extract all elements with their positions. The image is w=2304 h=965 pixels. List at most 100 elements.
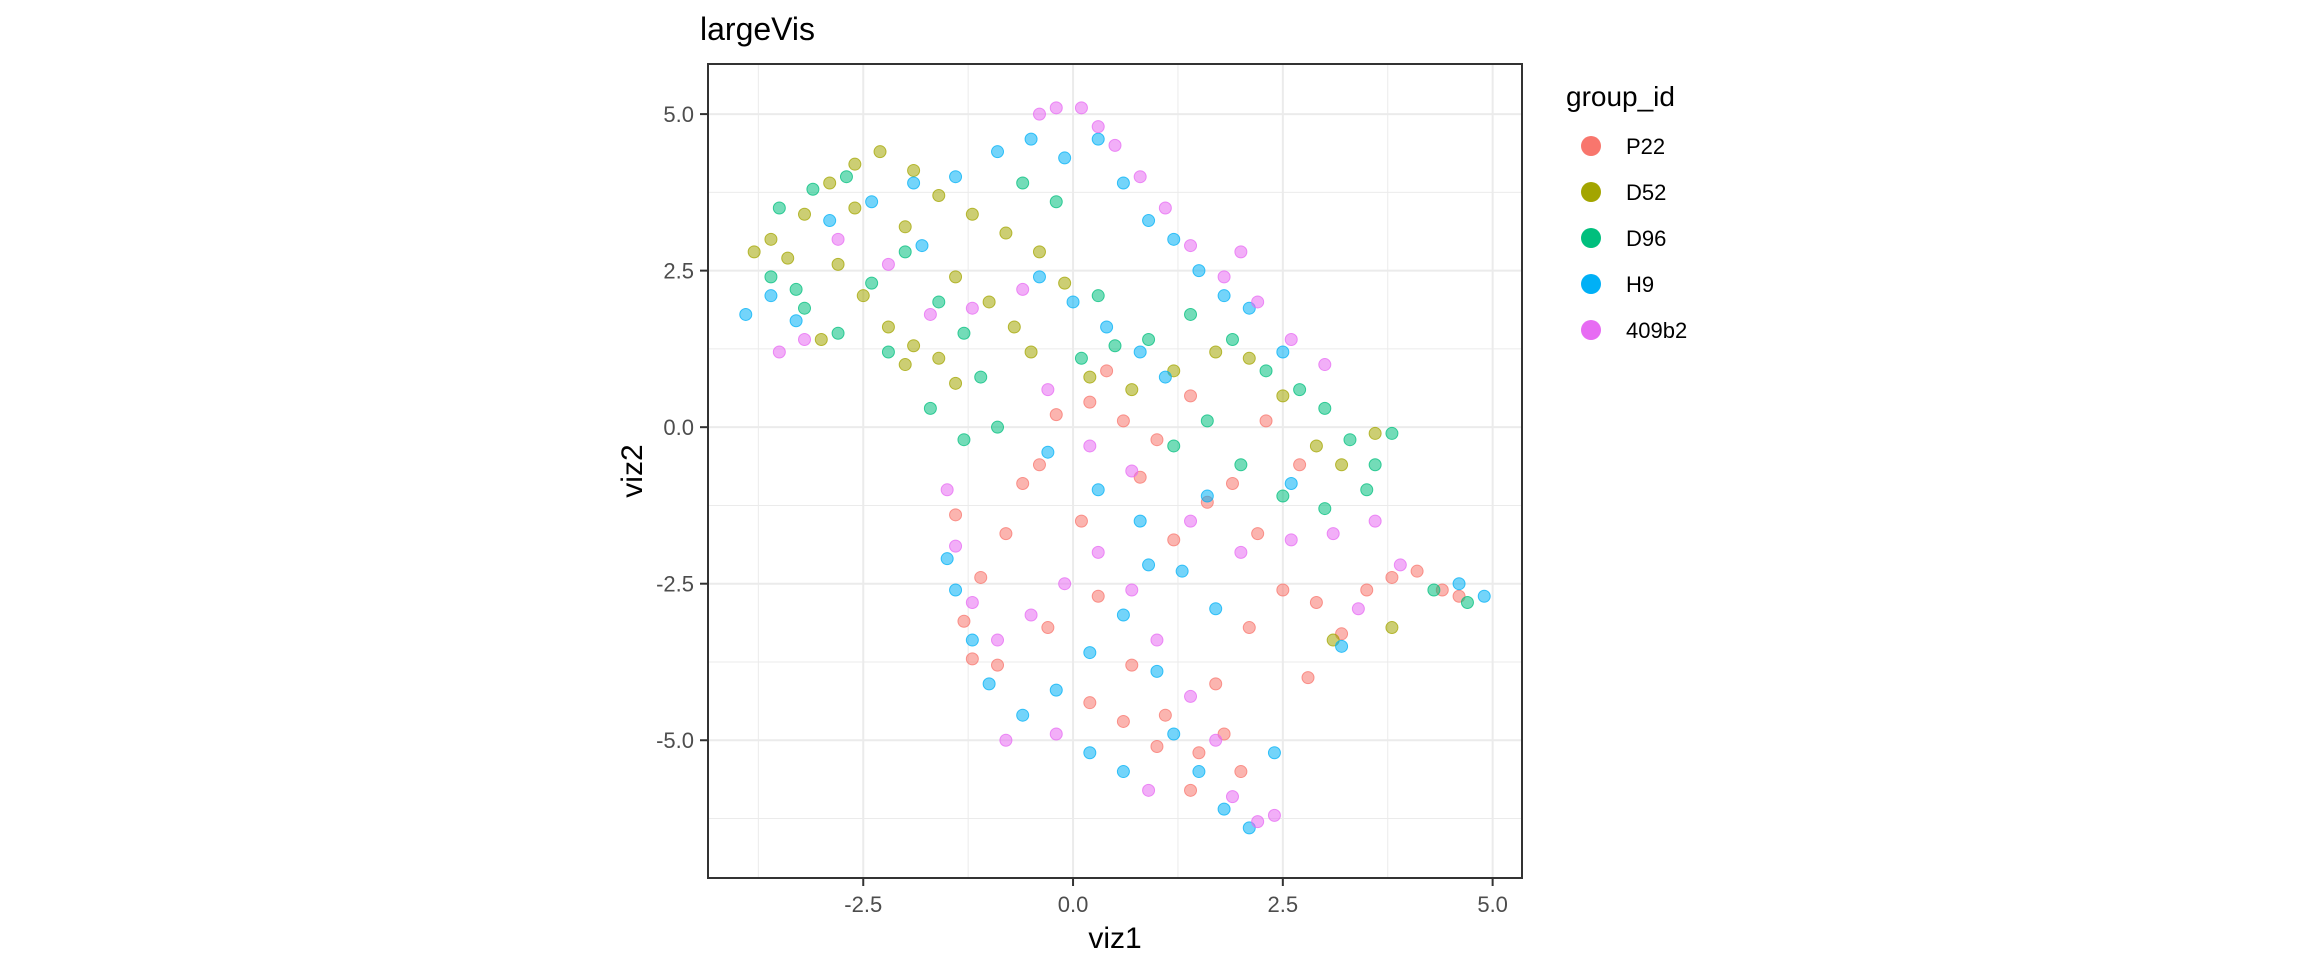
scatter-point-d52 bbox=[982, 295, 996, 309]
x-ticks-layer: -2.5 0.0 2.5 5.0 bbox=[844, 878, 1508, 917]
legend-key-d52 bbox=[1581, 182, 1601, 202]
scatter-point-h9 bbox=[1058, 151, 1072, 165]
scatter-point-h9 bbox=[1091, 483, 1105, 497]
scatter-point-d52 bbox=[823, 176, 837, 190]
scatter-point-p22 bbox=[1301, 671, 1315, 685]
scatter-point-409b2 bbox=[1032, 107, 1046, 121]
scatter-point-h9 bbox=[915, 239, 929, 253]
points-layer bbox=[739, 101, 1491, 835]
scatter-point-d96 bbox=[798, 301, 812, 315]
scatter-point-h9 bbox=[1217, 289, 1231, 303]
scatter-point-d96 bbox=[1091, 289, 1105, 303]
scatter-point-p22 bbox=[1385, 570, 1399, 584]
scatter-point-d52 bbox=[1007, 320, 1021, 334]
scatter-point-d52 bbox=[848, 157, 862, 171]
y-tick-label: -5.0 bbox=[656, 728, 694, 753]
scatter-point-h9 bbox=[1217, 802, 1231, 816]
scatter-point-h9 bbox=[739, 307, 753, 321]
scatter-point-h9 bbox=[949, 170, 963, 184]
scatter-point-d96 bbox=[865, 276, 879, 290]
scatter-point-h9 bbox=[965, 633, 979, 647]
scatter-point-409b2 bbox=[923, 307, 937, 321]
plot-panel bbox=[707, 63, 1523, 879]
scatter-point-p22 bbox=[1150, 433, 1164, 447]
scatter-point-h9 bbox=[1335, 639, 1349, 653]
scatter-point-p22 bbox=[1016, 477, 1030, 491]
scatter-point-d96 bbox=[932, 295, 946, 309]
scatter-point-d96 bbox=[1225, 333, 1239, 347]
scatter-point-d96 bbox=[1200, 414, 1214, 428]
scatter-point-409b2 bbox=[965, 301, 979, 315]
scatter-point-d96 bbox=[1368, 458, 1382, 472]
scatter-point-d52 bbox=[965, 207, 979, 221]
scatter-point-409b2 bbox=[1284, 533, 1298, 547]
scatter-point-h9 bbox=[1083, 646, 1097, 660]
x-tick-label: -2.5 bbox=[844, 892, 882, 917]
scatter-point-h9 bbox=[1032, 270, 1046, 284]
scatter-point-409b2 bbox=[1074, 101, 1088, 115]
scatter-point-p22 bbox=[1091, 589, 1105, 603]
y-axis: 5.0 2.5 0.0 -2.5 -5.0 viz2 bbox=[616, 102, 708, 753]
y-tick-label: 0.0 bbox=[663, 415, 694, 440]
scatter-point-409b2 bbox=[1142, 783, 1156, 797]
scatter-point-h9 bbox=[1175, 564, 1189, 578]
scatter-point-p22 bbox=[1125, 658, 1139, 672]
scatter-point-p22 bbox=[1049, 408, 1063, 422]
scatter-point-409b2 bbox=[999, 733, 1013, 747]
scatter-point-d52 bbox=[898, 220, 912, 234]
scatter-point-d96 bbox=[1142, 333, 1156, 347]
scatter-point-h9 bbox=[823, 214, 837, 228]
scatter-point-409b2 bbox=[949, 539, 963, 553]
scatter-point-409b2 bbox=[881, 257, 895, 271]
scatter-point-p22 bbox=[974, 570, 988, 584]
legend-label-d52: D52 bbox=[1626, 180, 1666, 205]
scatter-point-p22 bbox=[999, 527, 1013, 541]
scatter-point-h9 bbox=[1477, 589, 1491, 603]
scatter-point-d96 bbox=[1276, 489, 1290, 503]
scatter-point-d96 bbox=[1016, 176, 1030, 190]
scatter-point-h9 bbox=[982, 677, 996, 691]
scatter-point-409b2 bbox=[1284, 333, 1298, 347]
scatter-point-p22 bbox=[1192, 746, 1206, 760]
scatter-point-p22 bbox=[1184, 389, 1198, 403]
scatter-point-p22 bbox=[1309, 595, 1323, 609]
scatter-point-d96 bbox=[898, 245, 912, 259]
scatter-point-h9 bbox=[764, 289, 778, 303]
scatter-point-d96 bbox=[764, 270, 778, 284]
scatter-point-p22 bbox=[1100, 364, 1114, 378]
scatter-point-d52 bbox=[932, 351, 946, 365]
scatter-point-d96 bbox=[881, 345, 895, 359]
y-tick-label: -2.5 bbox=[656, 572, 694, 597]
scatter-point-h9 bbox=[1066, 295, 1080, 309]
scatter-point-p22 bbox=[1259, 414, 1273, 428]
scatter-point-409b2 bbox=[940, 483, 954, 497]
scatter-point-h9 bbox=[1200, 489, 1214, 503]
scatter-point-409b2 bbox=[1184, 514, 1198, 528]
legend: group_id P22 D52 D96 H9 409b2 bbox=[1566, 81, 1687, 343]
scatter-point-h9 bbox=[1049, 683, 1063, 697]
scatter-point-p22 bbox=[957, 614, 971, 628]
scatter-point-d96 bbox=[974, 370, 988, 384]
scatter-point-h9 bbox=[1267, 746, 1281, 760]
scatter-point-d96 bbox=[839, 170, 853, 184]
scatter-point-d96 bbox=[957, 326, 971, 340]
scatter-point-p22 bbox=[1276, 583, 1290, 597]
y-tick-label: 5.0 bbox=[663, 102, 694, 127]
scatter-point-h9 bbox=[1016, 708, 1030, 722]
scatter-point-409b2 bbox=[1326, 527, 1340, 541]
scatter-point-p22 bbox=[1360, 583, 1374, 597]
scatter-point-p22 bbox=[965, 652, 979, 666]
scatter-point-409b2 bbox=[772, 345, 786, 359]
scatter-point-d52 bbox=[1083, 370, 1097, 384]
scatter-point-d52 bbox=[848, 201, 862, 215]
x-axis: -2.5 0.0 2.5 5.0 viz1 bbox=[844, 878, 1508, 955]
scatter-point-409b2 bbox=[1225, 790, 1239, 804]
scatter-point-409b2 bbox=[1368, 514, 1382, 528]
scatter-point-h9 bbox=[789, 314, 803, 328]
scatter-point-d52 bbox=[999, 226, 1013, 240]
scatter-point-d96 bbox=[806, 182, 820, 196]
scatter-point-h9 bbox=[940, 552, 954, 566]
scatter-point-p22 bbox=[1293, 458, 1307, 472]
